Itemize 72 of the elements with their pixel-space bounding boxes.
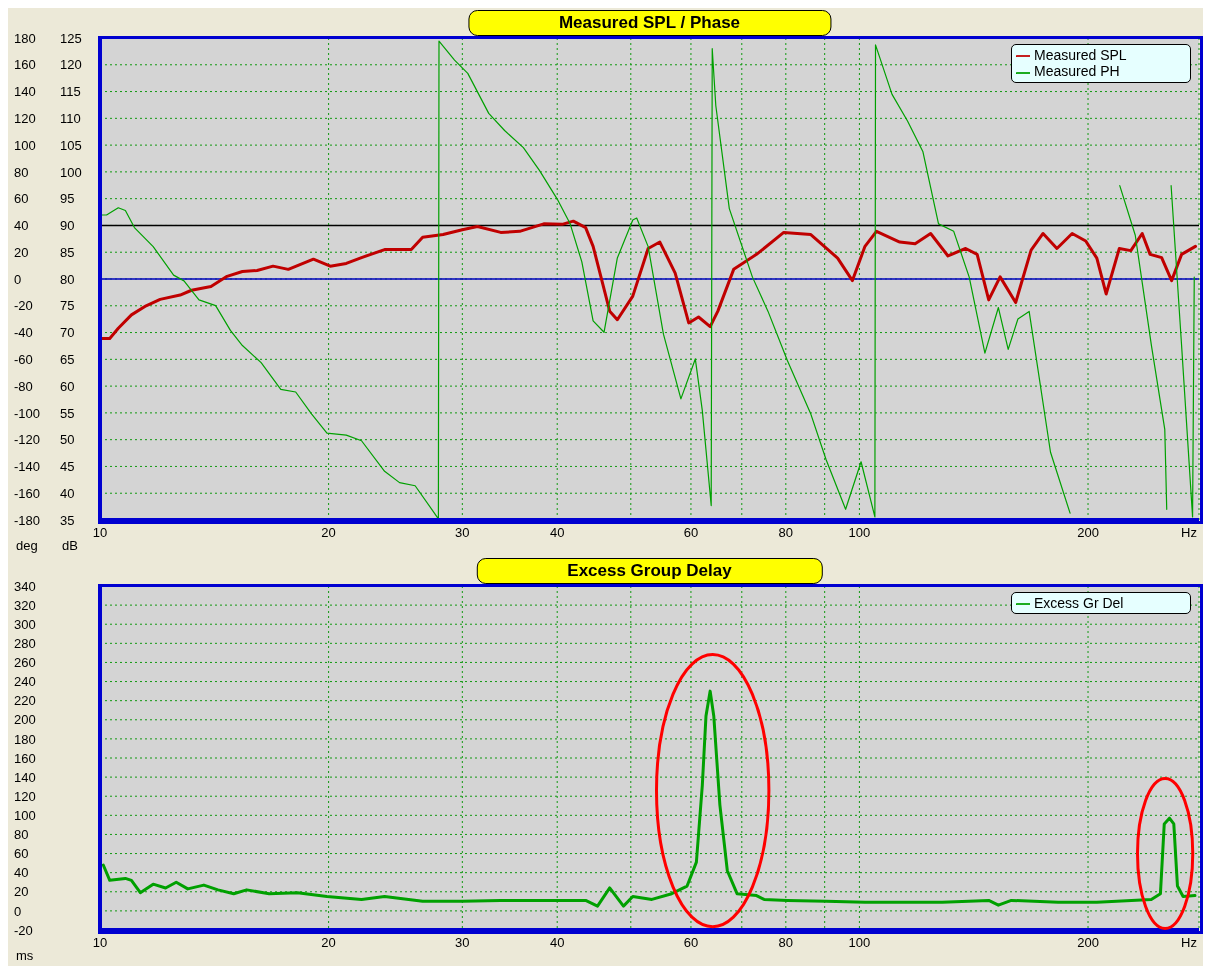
x-axis-title: Hz xyxy=(1181,935,1197,950)
y-tick-label: 115 xyxy=(60,84,81,100)
y-tick-label: 110 xyxy=(60,110,81,126)
y-tick-label: 40 xyxy=(14,865,29,881)
y-tick-label: 60 xyxy=(60,378,75,394)
y-tick-label: 55 xyxy=(60,405,75,421)
y2-tick-label: -40 xyxy=(14,325,33,341)
y2-tick-label: -120 xyxy=(14,432,41,448)
y-tick-label: 95 xyxy=(60,191,75,207)
y-tick-label: 220 xyxy=(14,693,36,709)
x-tick-label: 30 xyxy=(455,935,470,951)
y-tick-label: 140 xyxy=(14,769,36,785)
x-axis-title: Hz xyxy=(1181,525,1197,540)
x-tick-label: 100 xyxy=(848,935,871,951)
y-tick-label: 80 xyxy=(14,827,29,843)
legend-label: Measured PH xyxy=(1034,63,1120,80)
y-tick-label: 280 xyxy=(14,635,36,651)
y-axis-title: ms xyxy=(16,948,34,963)
y-tick-label: 80 xyxy=(60,271,75,287)
y-tick-label: 105 xyxy=(60,137,82,153)
legend-label: Excess Gr Del xyxy=(1034,595,1124,611)
y2-tick-label: -160 xyxy=(14,485,41,501)
y-tick-label: 340 xyxy=(14,578,36,594)
y-tick-label: 75 xyxy=(60,298,75,314)
x-tick-label: 60 xyxy=(683,525,699,541)
x-tick-label: 200 xyxy=(1077,935,1099,951)
y-tick-label: 200 xyxy=(14,712,36,728)
y-axis-title: dB xyxy=(62,538,78,553)
y2-tick-label: -80 xyxy=(14,378,33,394)
y2-tick-label: -100 xyxy=(14,405,41,421)
y-tick-label: 100 xyxy=(14,807,36,823)
legend-label: Measured SPL xyxy=(1034,47,1127,63)
x-tick-label: 60 xyxy=(683,935,699,951)
y-tick-label: 90 xyxy=(60,218,75,234)
y-tick-label: 125 xyxy=(60,30,82,46)
x-tick-label: 200 xyxy=(1077,525,1099,541)
y-tick-label: 0 xyxy=(14,903,22,919)
x-tick-label: 20 xyxy=(321,935,336,951)
x-tick-label: 10 xyxy=(92,935,108,951)
x-tick-label: 30 xyxy=(455,525,470,541)
y-tick-label: 120 xyxy=(60,57,82,73)
y-tick-label: 240 xyxy=(14,674,36,690)
y-tick-label: 20 xyxy=(14,884,29,900)
y2-tick-label: -60 xyxy=(14,351,33,367)
y-tick-label: 40 xyxy=(60,485,75,501)
y-tick-label: 320 xyxy=(14,597,36,613)
y-tick-label: 70 xyxy=(60,325,75,341)
y-tick-label: 50 xyxy=(60,432,75,448)
x-tick-label: 80 xyxy=(778,525,794,541)
x-tick-label: 100 xyxy=(848,525,871,541)
y-tick-label: 260 xyxy=(14,655,36,671)
chart-title: Measured SPL / Phase xyxy=(467,10,832,36)
y2-tick-label: -180 xyxy=(14,512,41,528)
y-tick-label: 45 xyxy=(60,459,75,475)
y-tick-label: 60 xyxy=(14,846,29,862)
y-tick-label: 160 xyxy=(14,750,36,766)
y-tick-label: 300 xyxy=(14,616,36,632)
x-tick-label: 40 xyxy=(549,525,565,541)
chart-title: Excess Group Delay xyxy=(476,558,823,584)
y-tick-label: -20 xyxy=(14,922,33,938)
y2-tick-label: -140 xyxy=(14,459,41,475)
x-tick-label: 10 xyxy=(92,525,108,541)
y-tick-label: 85 xyxy=(60,244,75,260)
x-tick-label: 20 xyxy=(321,525,336,541)
x-tick-label: 40 xyxy=(549,935,565,951)
y-tick-label: 100 xyxy=(60,164,82,180)
y2-axis-title: deg xyxy=(16,538,38,553)
y-tick-label: 120 xyxy=(14,788,36,804)
y-tick-label: 65 xyxy=(60,351,75,367)
x-tick-label: 80 xyxy=(778,935,794,951)
y-tick-label: 180 xyxy=(14,731,36,747)
y-tick-label: 35 xyxy=(60,512,75,528)
